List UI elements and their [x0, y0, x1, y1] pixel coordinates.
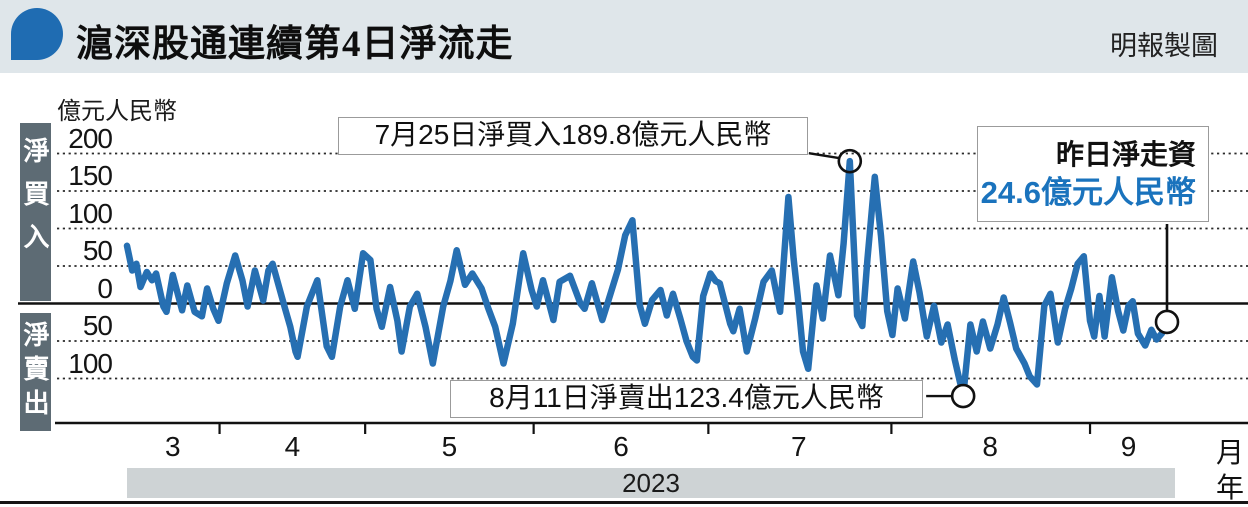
speech-bubble-icon — [11, 8, 63, 60]
x-axis-month-label: 6 — [613, 431, 629, 462]
annotation-peak: 7月25日淨買入189.8億元人民幣 — [338, 117, 808, 155]
year-band: 2023 — [127, 468, 1175, 498]
x-axis-month-label: 3 — [164, 431, 181, 462]
chart-title: 滬深股通連續第4日淨流走 — [76, 24, 514, 65]
y-axis-tick-label: 0 — [97, 272, 113, 304]
y-axis-tick-label: 200 — [68, 122, 113, 154]
year-label: 2023 — [622, 467, 680, 498]
y-axis-unit-label: 億元人民幣 — [57, 98, 177, 125]
point-marker — [837, 148, 863, 174]
year-suffix-label: 年 — [1215, 472, 1244, 503]
x-axis-month-label: 4 — [284, 431, 301, 462]
credit-label: 明報製圖 — [1110, 31, 1218, 61]
header-bar: 滬深股通連續第4日淨流走 明報製圖 — [0, 0, 1248, 73]
y-axis-tick-label: 50 — [82, 235, 113, 266]
y-axis-tick-label: 100 — [68, 347, 113, 379]
peak-connector — [808, 151, 840, 160]
y-axis-tick-label: 100 — [68, 197, 113, 229]
annotation-latest-title: 昨日淨走資 — [1055, 139, 1196, 170]
net-buy-side-label: 淨買入 — [20, 123, 51, 301]
point-marker — [1154, 309, 1180, 335]
point-marker — [950, 383, 976, 409]
x-axis-month-label: 5 — [441, 431, 458, 462]
annotation-trough: 8月11日淨賣出123.4億元人民幣 — [450, 380, 923, 418]
annotation-latest-amount: 24.6億元人民幣 — [980, 175, 1196, 210]
net-flow-line — [123, 157, 1171, 400]
month-suffix-label: 月 — [1215, 437, 1244, 468]
bottom-rule — [0, 501, 1248, 504]
annotation-latest: 昨日淨走資 24.6億元人民幣 — [977, 126, 1209, 222]
net-sell-side-label: 淨賣出 — [20, 313, 51, 431]
y-axis-tick-label: 50 — [82, 310, 113, 341]
x-axis-month-label: 7 — [791, 431, 807, 462]
x-axis-month-label: 8 — [982, 431, 998, 462]
y-axis-tick-label: 150 — [68, 160, 113, 191]
x-axis-month-label: 9 — [1120, 431, 1137, 462]
